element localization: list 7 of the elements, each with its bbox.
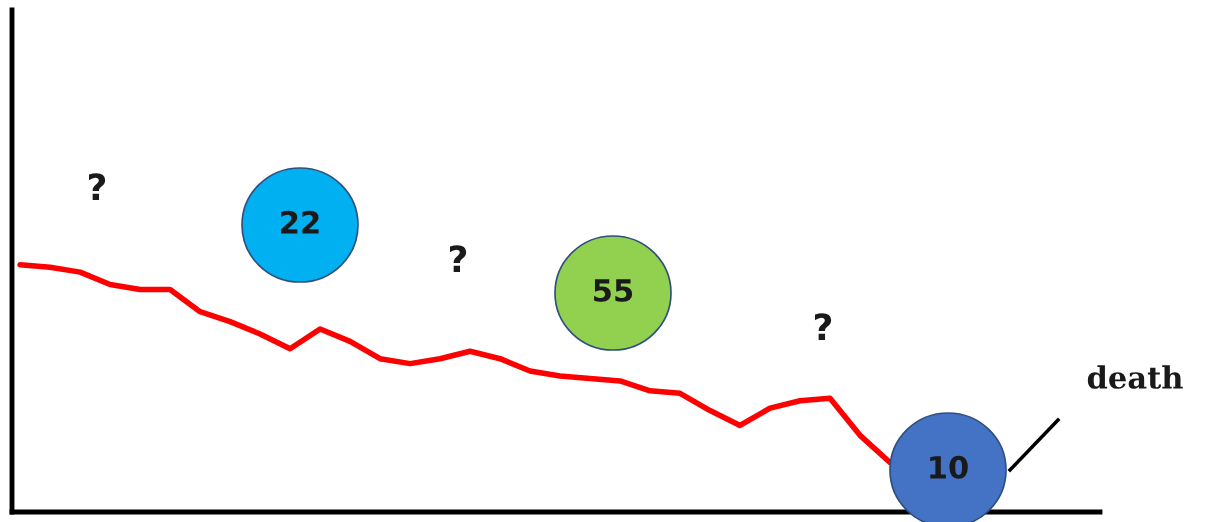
annotation: ? [815, 313, 832, 340]
annotation: ? [450, 245, 467, 272]
annotation: 55 [594, 279, 633, 302]
text: death [1087, 365, 1183, 389]
text: 22 [281, 210, 319, 234]
text: 10 [930, 455, 968, 479]
text: ? [89, 173, 106, 200]
